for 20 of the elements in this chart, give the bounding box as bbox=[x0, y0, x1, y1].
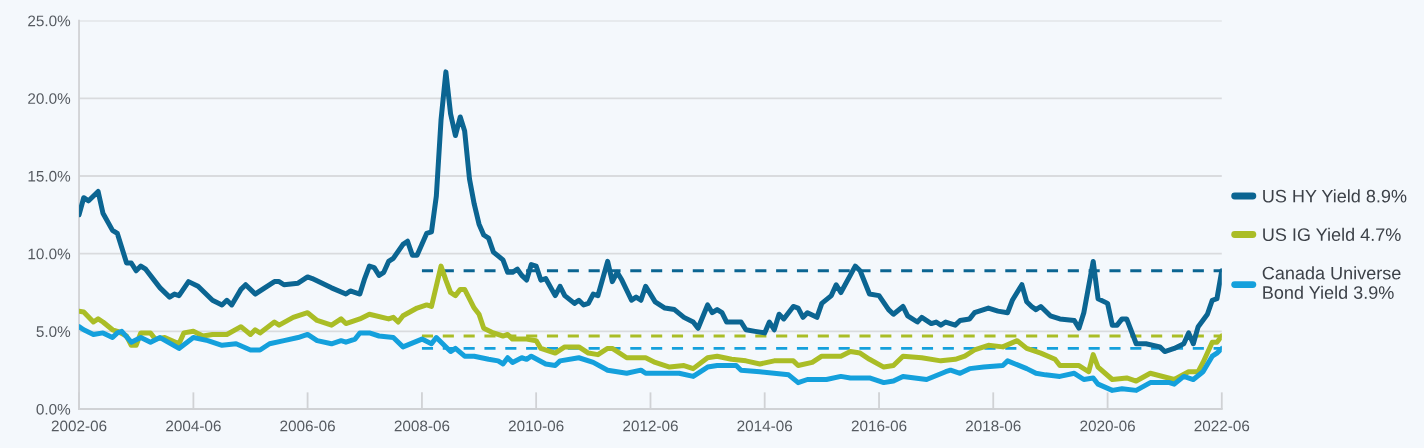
x-tick-label: 2016-06 bbox=[851, 420, 907, 432]
y-tick-label: 20.0% bbox=[28, 93, 71, 104]
y-tick-label: 0.0% bbox=[36, 403, 71, 415]
legend-label: Canada Universe Bond Yield 3.9% bbox=[1262, 266, 1401, 299]
x-tick-label: 2020-06 bbox=[1080, 420, 1135, 432]
x-tick-label: 2008-06 bbox=[394, 420, 450, 432]
x-tick-label: 2018-06 bbox=[965, 420, 1021, 432]
legend-label: US IG Yield 4.7% bbox=[1263, 227, 1401, 242]
y-tick-label: 10.0% bbox=[28, 248, 71, 260]
y-tick-label: 5.0% bbox=[36, 326, 71, 338]
x-tick-label: 2022-06 bbox=[1194, 420, 1250, 432]
x-tick-label: 2004-06 bbox=[166, 420, 221, 432]
x-tick-label: 2010-06 bbox=[508, 420, 564, 432]
y-tick-label: 25.0% bbox=[28, 15, 71, 27]
x-tick-label: 2012-06 bbox=[623, 420, 678, 432]
y-tick-label: 15.0% bbox=[28, 170, 71, 182]
x-tick-label: 2014-06 bbox=[737, 420, 793, 432]
legend-label: US HY Yield 8.9% bbox=[1263, 189, 1407, 203]
x-tick-label: 2006-06 bbox=[280, 420, 335, 432]
x-tick-label: 2002-06 bbox=[51, 420, 107, 432]
